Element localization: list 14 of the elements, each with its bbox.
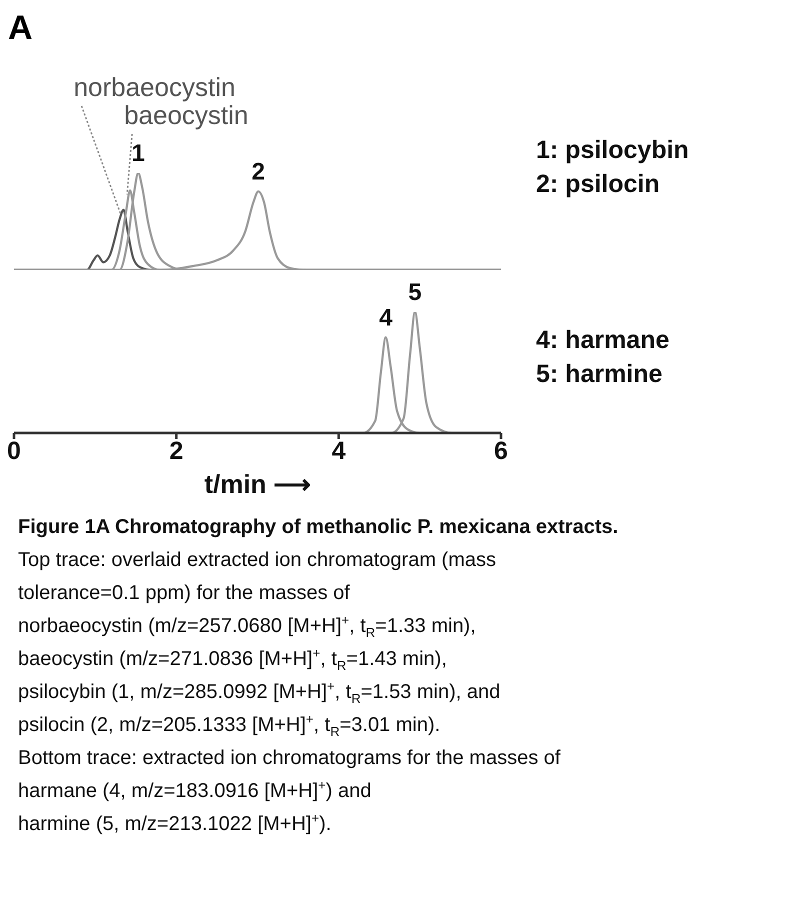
text: 4: harmane 5: harmine	[536, 325, 670, 390]
text: norbaeocystin	[74, 72, 236, 102]
text: baeocystin	[124, 100, 248, 130]
annotation: 5	[408, 279, 422, 306]
x-tick-label: 2	[169, 436, 184, 465]
annotation: 2	[252, 158, 265, 186]
annotation: 1	[132, 140, 145, 167]
x-tick-label: 4	[332, 436, 346, 465]
chart-title: A	[8, 8, 34, 48]
text: 1: psilocybin 2: psilocin	[536, 135, 689, 200]
x-tick-label: 0	[7, 436, 21, 465]
x-tick-label: 6	[494, 436, 508, 465]
text: Figure 1A Chromatography of methanolic P. mexicana extracts. Top trace: overlaid extracted ion chromatogram (mass tolerance=0.1 ppm) for the masses of norbaeocystin (m/z=257.0680 [M+H]$^{+}$, t$_{R}$=1.33 min), baeocystin (m/z=271.0836 [M+H]$^{+}$, t$_{R}$=1.43 min), psilocybin (1, m/z=285.0992 [M+H]$^{+}$, t$_{R}$=1.53 min), and psilocin (2, m/z=205.1333 [M+H]$^{+}$, t$_{R}$=3.01 min). Bottom trace: extracted ion chromatograms for the masses of harmane (4, m/z=183.0916 [M+H]$^{+}$) and harmine (5, m/z=213.1022 [M+H]$^{+}$).	[18, 516, 618, 835]
annotation: 4	[379, 304, 394, 332]
